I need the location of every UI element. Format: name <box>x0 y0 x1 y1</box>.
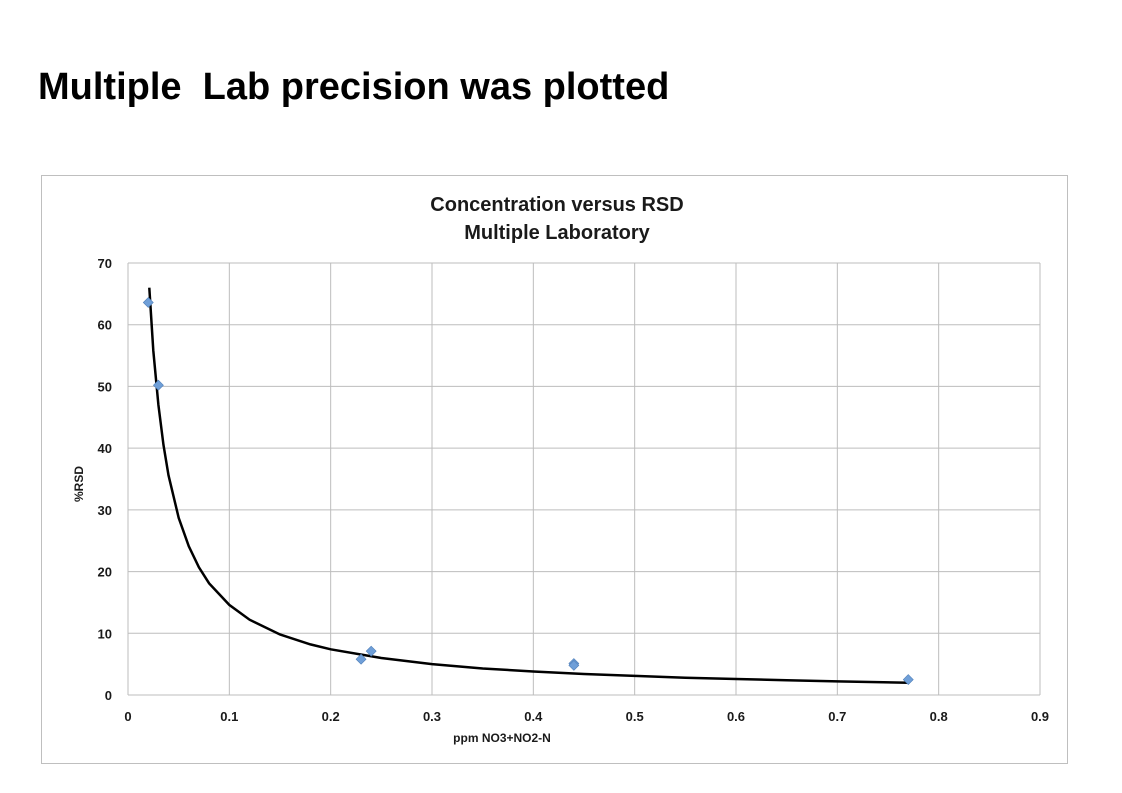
x-tick-label: 0.6 <box>727 709 745 724</box>
x-tick-label: 0.7 <box>828 709 846 724</box>
y-tick-label: 10 <box>98 626 112 641</box>
data-point <box>355 653 367 665</box>
data-point <box>142 297 154 308</box>
data-point <box>365 645 377 657</box>
x-tick-label: 0.1 <box>220 709 238 724</box>
y-tick-label: 40 <box>98 441 112 456</box>
y-tick-label: 30 <box>98 503 112 518</box>
data-point <box>902 674 914 685</box>
x-tick-label: 0.4 <box>524 709 543 724</box>
chart-svg: Concentration versus RSD Multiple Labora… <box>72 194 1049 745</box>
y-axis-ticks: 0 10 20 30 40 50 60 70 <box>98 256 112 703</box>
slide-title: Multiple Lab precision was plotted <box>38 66 670 108</box>
data-point <box>152 379 164 391</box>
trendline <box>148 287 909 684</box>
x-axis-label: ppm NO3+NO2-N <box>453 731 551 745</box>
y-tick-label: 50 <box>98 379 112 394</box>
y-tick-label: 70 <box>98 256 112 271</box>
x-tick-label: 0.3 <box>423 709 441 724</box>
data-points <box>142 297 914 685</box>
x-tick-label: 0 <box>124 709 131 724</box>
x-tick-label: 0.5 <box>626 709 644 724</box>
chart-title: Concentration versus RSD <box>430 194 683 216</box>
chart-frame: Concentration versus RSD Multiple Labora… <box>41 175 1068 764</box>
y-axis-label: %RSD <box>72 466 86 502</box>
x-tick-label: 0.8 <box>930 709 948 724</box>
x-axis-ticks: 0 0.1 0.2 0.3 0.4 0.5 0.6 0.7 0.8 0.9 <box>124 709 1049 724</box>
x-tick-label: 0.2 <box>322 709 340 724</box>
chart-grid <box>127 262 1041 696</box>
data-point <box>568 659 580 671</box>
x-tick-label: 0.9 <box>1031 709 1049 724</box>
y-tick-label: 20 <box>98 565 112 580</box>
y-tick-label: 60 <box>98 318 112 333</box>
y-tick-label: 0 <box>105 688 112 703</box>
chart-subtitle: Multiple Laboratory <box>464 222 650 244</box>
